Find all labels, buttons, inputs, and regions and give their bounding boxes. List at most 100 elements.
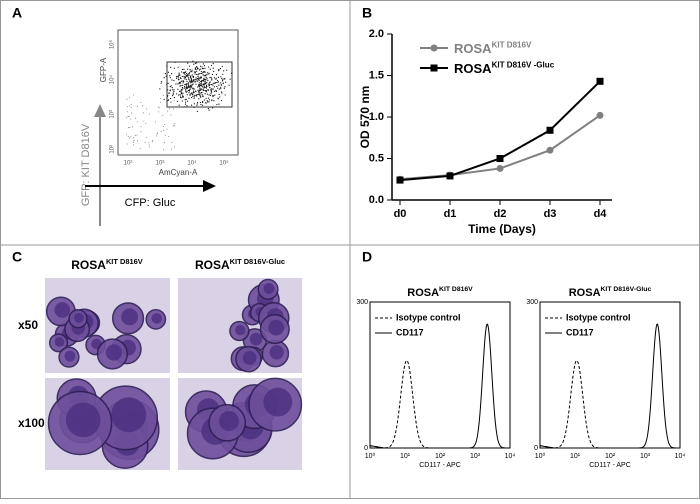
event (131, 126, 133, 128)
event (160, 131, 162, 133)
axis-label: Time (Days) (468, 222, 536, 236)
event (199, 101, 202, 104)
event (142, 105, 144, 107)
event (184, 76, 187, 78)
arrow-head (94, 104, 106, 117)
legend-entry: Isotype control (396, 312, 461, 322)
event (125, 117, 127, 119)
event (158, 107, 160, 109)
event (195, 94, 197, 96)
event (210, 93, 212, 95)
event (207, 79, 209, 82)
event (218, 93, 220, 96)
event (183, 75, 185, 77)
event (208, 94, 210, 96)
x-tick-label: d4 (594, 208, 608, 220)
event (201, 66, 203, 68)
event (182, 94, 184, 96)
event (213, 70, 215, 73)
event (136, 105, 138, 107)
event (200, 76, 202, 78)
event (203, 84, 205, 86)
event (180, 97, 182, 99)
event (194, 73, 196, 75)
event (220, 76, 222, 78)
y-tick-label: 10⁴ (109, 75, 116, 85)
nucleus (111, 397, 147, 433)
event (196, 110, 198, 113)
event (170, 85, 172, 87)
event (198, 84, 200, 86)
event (190, 104, 193, 106)
nucleus (268, 319, 285, 336)
event (143, 120, 145, 122)
event (188, 97, 190, 99)
nucleus (269, 345, 284, 360)
event (206, 78, 208, 80)
event (192, 76, 194, 79)
event (215, 90, 217, 93)
event (218, 88, 221, 90)
event (180, 88, 182, 91)
event (185, 84, 187, 86)
x-tick-label: d3 (544, 208, 557, 220)
event (189, 88, 191, 90)
event (169, 85, 171, 88)
event (163, 129, 165, 131)
y-tick-label: 1.5 (369, 69, 384, 81)
event (179, 77, 182, 79)
event (229, 78, 231, 80)
title-base: ROSA (407, 287, 439, 299)
event (198, 72, 200, 75)
event (219, 96, 221, 98)
event (133, 137, 135, 139)
event (199, 87, 201, 89)
nucleus (218, 410, 239, 431)
event (174, 122, 176, 124)
event (217, 87, 219, 89)
event (186, 105, 188, 107)
event (180, 78, 182, 80)
event (220, 86, 222, 88)
event (209, 76, 211, 79)
event (188, 65, 191, 67)
event (180, 90, 182, 92)
nucleus (74, 312, 84, 323)
event (187, 83, 189, 85)
event (221, 80, 224, 82)
event (200, 103, 202, 106)
event (197, 89, 199, 91)
title-sup: KIT D816V -Gluc (492, 61, 555, 70)
event (175, 75, 178, 78)
axis-label: GFP: KIT D816V (80, 123, 92, 206)
event (199, 93, 201, 95)
event (130, 103, 132, 105)
event (128, 126, 130, 128)
event (182, 82, 184, 84)
event (206, 73, 208, 76)
event (216, 103, 218, 106)
panel-label: A (12, 5, 22, 21)
event (183, 85, 186, 88)
event (130, 118, 132, 120)
y-tick-label: 1.0 (369, 111, 384, 123)
event (185, 89, 187, 91)
event (228, 84, 230, 86)
event (218, 84, 220, 86)
event (201, 86, 204, 88)
event (133, 144, 135, 146)
event (167, 71, 170, 73)
event (215, 74, 218, 76)
event (204, 78, 206, 81)
event (204, 83, 206, 85)
event (183, 68, 185, 70)
y-tick-label: 0 (364, 445, 368, 452)
event (201, 80, 203, 82)
event (189, 93, 191, 95)
event (187, 76, 189, 78)
event (213, 90, 215, 93)
event (203, 85, 205, 87)
event (190, 96, 193, 99)
event (185, 71, 187, 73)
